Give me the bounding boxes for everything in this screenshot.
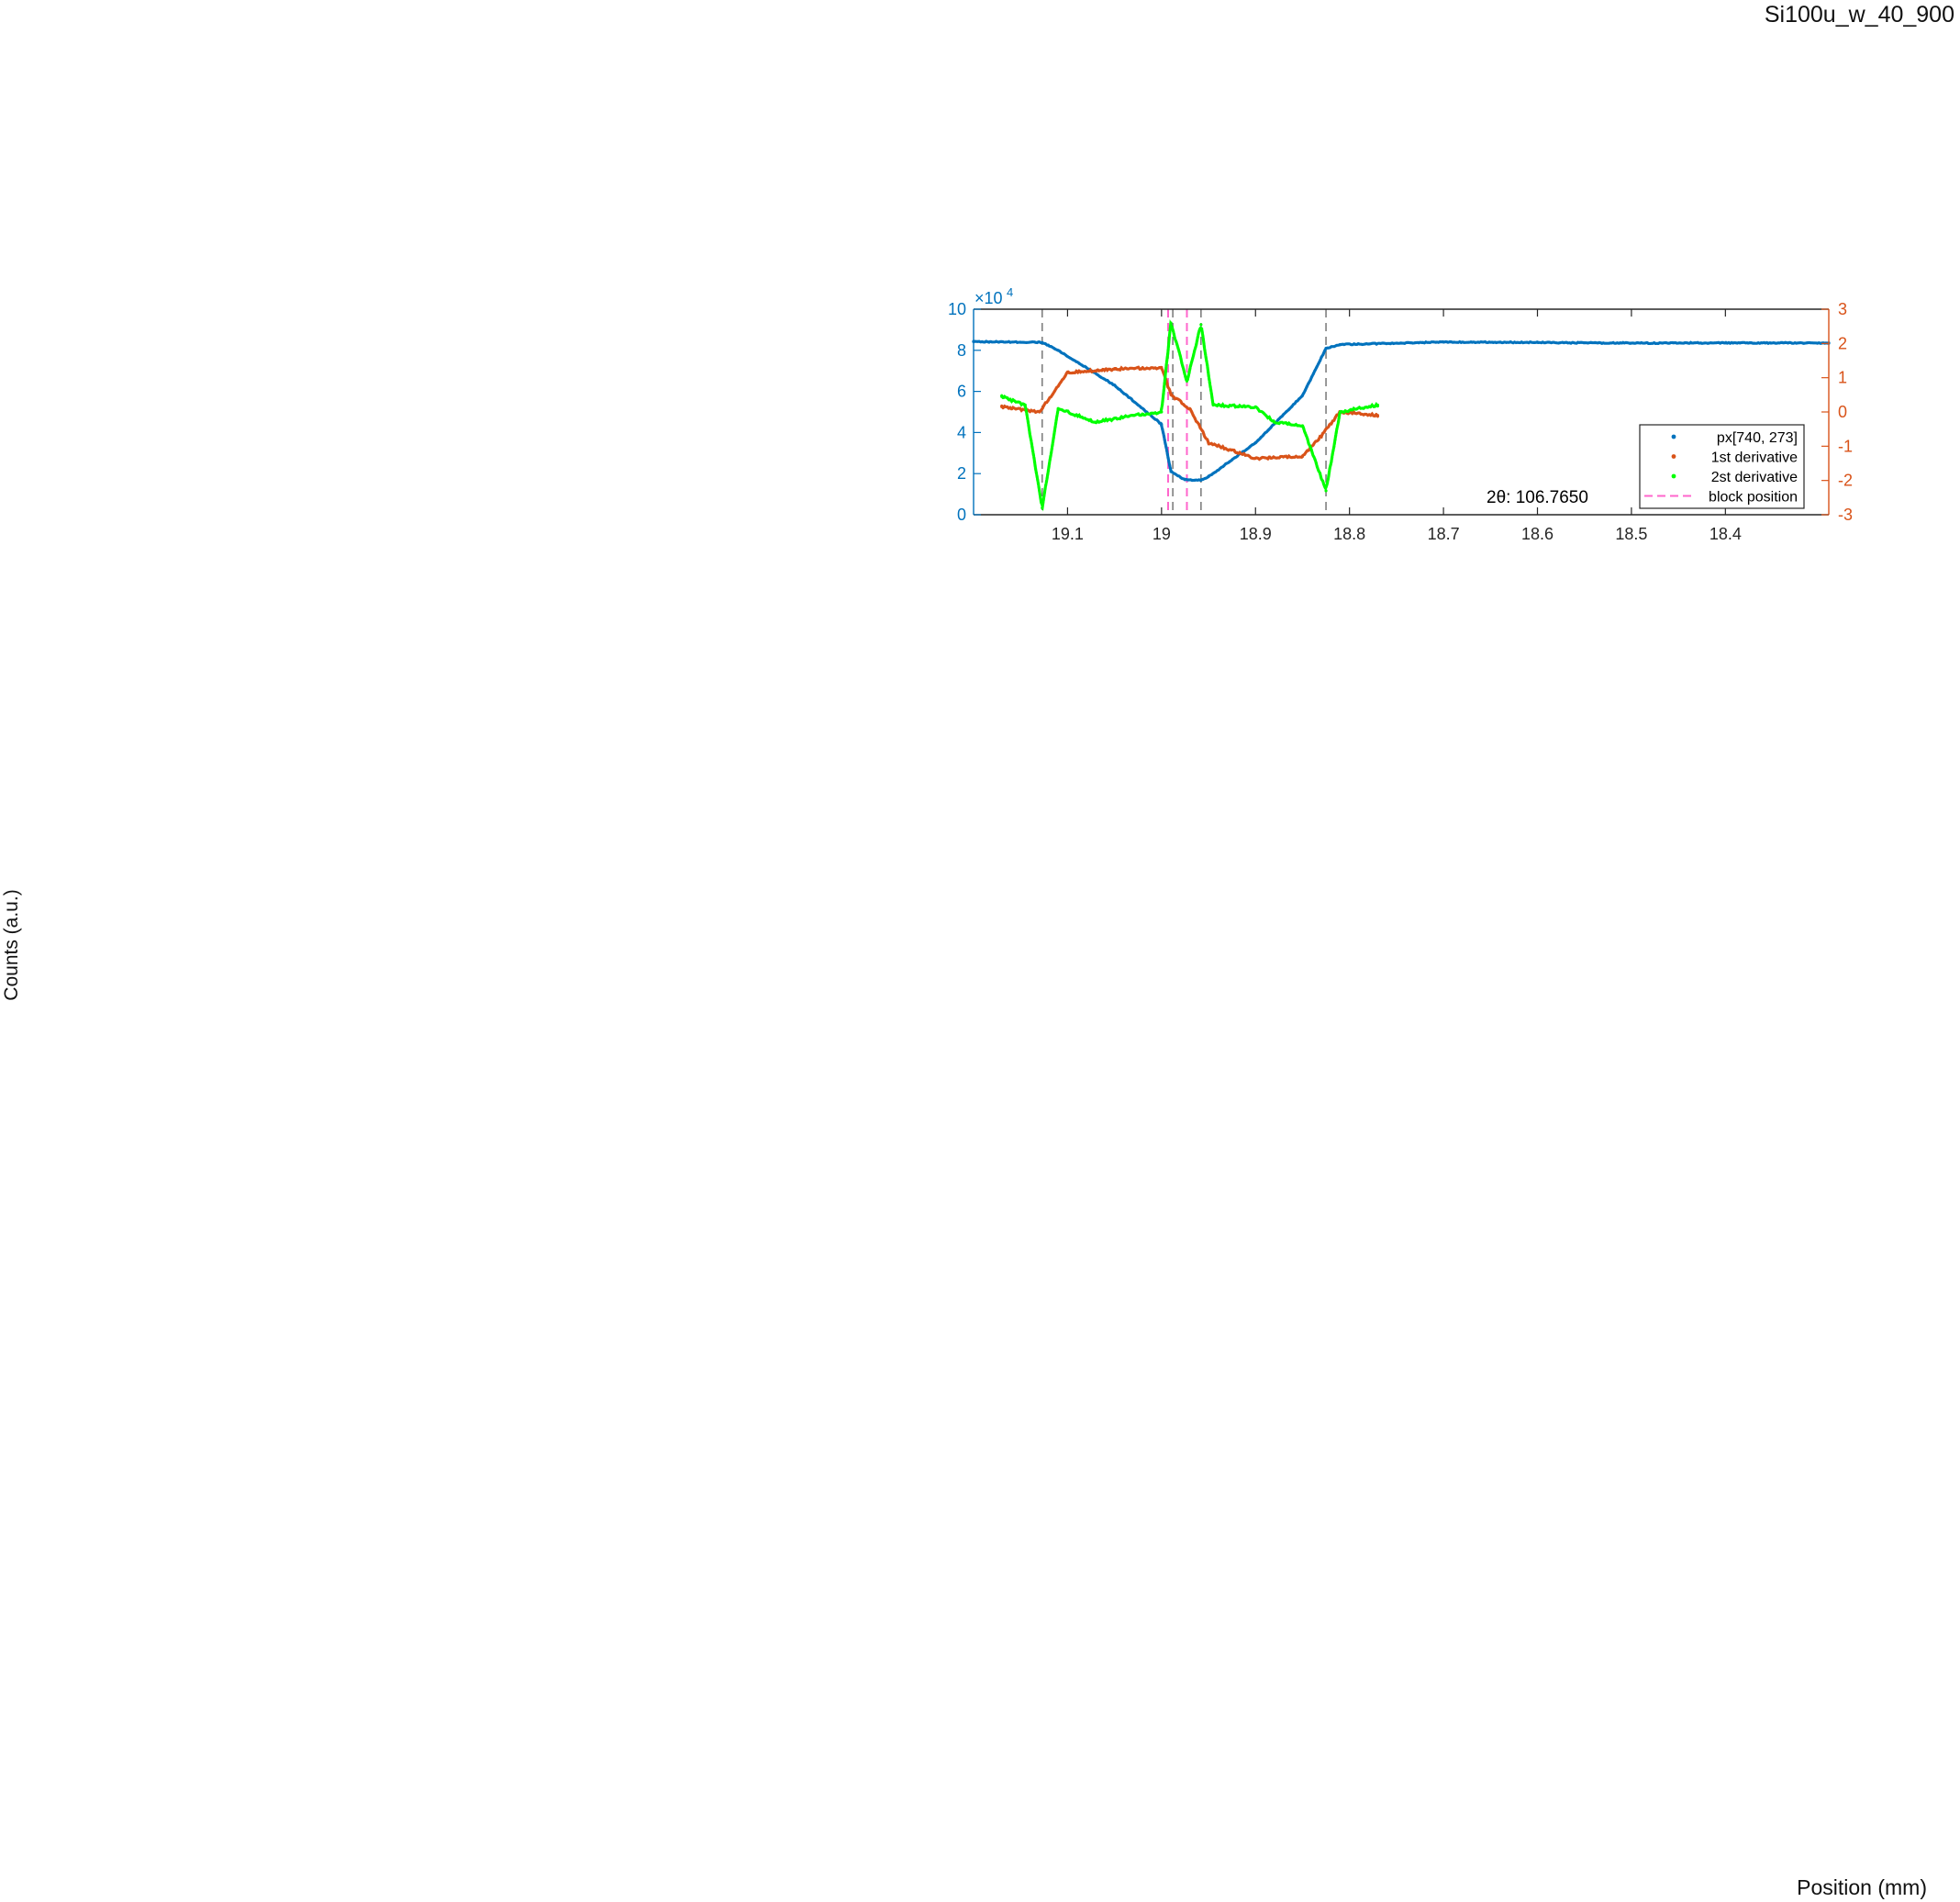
annotation-layer: 2θ: 106.7650: [1487, 488, 1588, 507]
y-left-exponent: 4: [1007, 285, 1013, 299]
data-point: [1160, 410, 1164, 414]
data-point: [1160, 365, 1164, 370]
series-1st-derivative: [1000, 365, 1380, 462]
data-point: [1300, 454, 1305, 459]
data-point: [1185, 379, 1189, 383]
y-right-tick-label: 2: [1838, 334, 1847, 352]
data-point: [1131, 414, 1135, 417]
y-right-tick-label: 1: [1838, 369, 1847, 387]
y-right-tick-label: -2: [1838, 472, 1853, 490]
data-point: [1023, 403, 1027, 407]
legend-swatch-marker: [1671, 434, 1676, 439]
data-point: [1253, 456, 1257, 460]
legend-label: px[740, 273]: [1717, 430, 1798, 446]
legend-swatch-marker: [1671, 454, 1676, 459]
data-point: [1094, 420, 1097, 424]
data-point: [1535, 340, 1540, 344]
data-point: [1300, 424, 1305, 428]
y-right-tick-label: 3: [1838, 300, 1847, 318]
x-tick-label: 18.6: [1521, 525, 1554, 543]
data-point: [1187, 406, 1192, 410]
y-left-tick-label: 8: [957, 341, 966, 360]
data-point: [1113, 367, 1117, 371]
y-left-tick-label: 6: [957, 383, 966, 401]
x-tick-label: 19: [1153, 525, 1171, 543]
y-right-tick-label: -1: [1838, 437, 1853, 455]
data-point: [1207, 441, 1210, 445]
y-left-exponent-label: ×10: [974, 289, 1003, 307]
data-point: [1211, 403, 1215, 407]
x-tick-label: 18.8: [1333, 525, 1365, 543]
y-left-tick-label: 2: [957, 464, 966, 483]
two-theta-annotation: 2θ: 106.7650: [1487, 488, 1588, 507]
data-point: [1183, 478, 1187, 482]
x-tick-label: 18.5: [1615, 525, 1647, 543]
data-point: [1253, 441, 1257, 445]
data-point: [1324, 489, 1328, 493]
series-layer: [972, 318, 1831, 512]
data-point: [1273, 420, 1276, 424]
data-point: [1041, 506, 1044, 510]
data-point: [1169, 321, 1173, 325]
series-px-740-273-: [972, 339, 1831, 483]
data-point: [1113, 384, 1117, 387]
data-point: [1442, 340, 1445, 344]
data-point: [1320, 434, 1323, 438]
legend-box: [1639, 424, 1805, 509]
data-point: [1375, 403, 1379, 407]
data-point: [1056, 406, 1060, 410]
legend-label: 2st derivative: [1711, 470, 1798, 485]
data-point: [1338, 410, 1342, 414]
y-right-tick-label: -3: [1838, 506, 1853, 524]
data-point: [1723, 341, 1727, 345]
vertical-markers: [1041, 309, 1327, 515]
series-2st-derivative: [1000, 318, 1380, 512]
data-point: [1000, 405, 1004, 408]
y-right-tick-label: 0: [1838, 403, 1847, 421]
legend-swatch-marker: [1671, 473, 1676, 479]
legend-label: block position: [1709, 490, 1798, 506]
data-point: [1199, 478, 1203, 482]
y-left-tick-label: 0: [957, 506, 966, 524]
x-tick-label: 18.9: [1240, 525, 1272, 543]
legend: px[740, 273] 1st derivative 2st derivative…: [1639, 424, 1805, 509]
legend-label: 1st derivative: [1711, 450, 1798, 466]
data-points: [972, 339, 1831, 483]
y-left-tick-label: 4: [957, 423, 966, 441]
data-point: [1338, 342, 1342, 347]
data-point: [1300, 394, 1305, 397]
data-point: [1207, 474, 1210, 479]
data-point: [1253, 405, 1257, 408]
data-point: [1056, 349, 1060, 352]
data-point: [1065, 371, 1070, 374]
data-point: [1169, 470, 1173, 473]
data-point: [1038, 410, 1041, 414]
y-left-tick-label: 10: [948, 300, 966, 318]
data-point: [1169, 393, 1173, 396]
data-point: [1375, 414, 1379, 417]
x-tick-label: 18.7: [1428, 525, 1460, 543]
data-point: [1199, 323, 1203, 327]
data-point: [1324, 346, 1328, 350]
data-point: [1160, 422, 1164, 427]
data-points: [1000, 318, 1380, 512]
x-tick-label: 18.4: [1709, 525, 1742, 543]
x-axis-label: Position (mm): [1797, 1875, 1927, 1899]
x-tick-label: 19.1: [1052, 525, 1084, 543]
data-point: [1630, 341, 1633, 345]
data-point: [1041, 340, 1044, 344]
data-point: [1000, 395, 1004, 398]
axes: 19.1 19 18.9 18.8 18.7 18.6 18.5 18.40246810×10…: [948, 285, 1853, 543]
figure-title: Si100u_w_40_900: [1764, 2, 1954, 28]
